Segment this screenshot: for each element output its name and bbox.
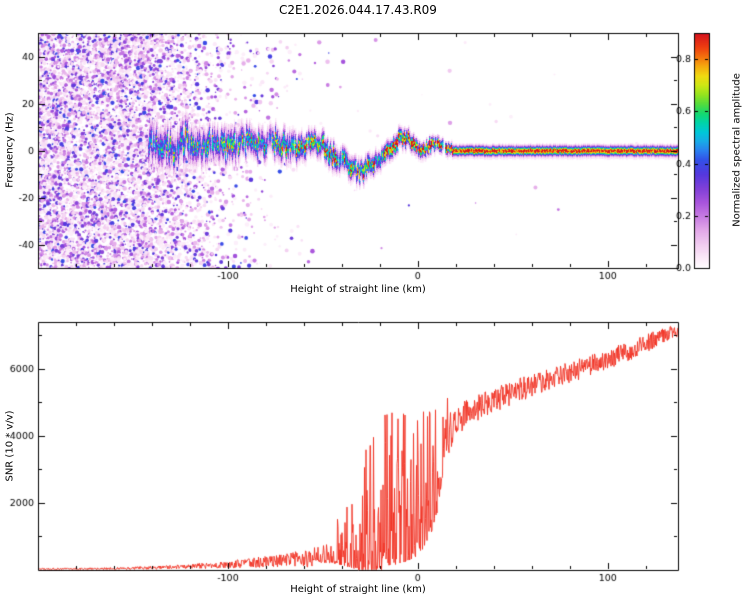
colorbar-axis-label: Normalized spectral amplitude <box>731 73 743 227</box>
frequency-axis-label: Frequency (Hz) <box>4 112 16 188</box>
colorbar <box>660 0 750 310</box>
snr-plot <box>0 310 750 600</box>
spectrogram-plot <box>0 0 750 310</box>
height-axis-label-top: Height of straight line (km) <box>290 284 426 295</box>
height-axis-label-bottom: Height of straight line (km) <box>290 584 426 595</box>
snr-axis-label: SNR (10 * v/v) <box>4 410 16 482</box>
